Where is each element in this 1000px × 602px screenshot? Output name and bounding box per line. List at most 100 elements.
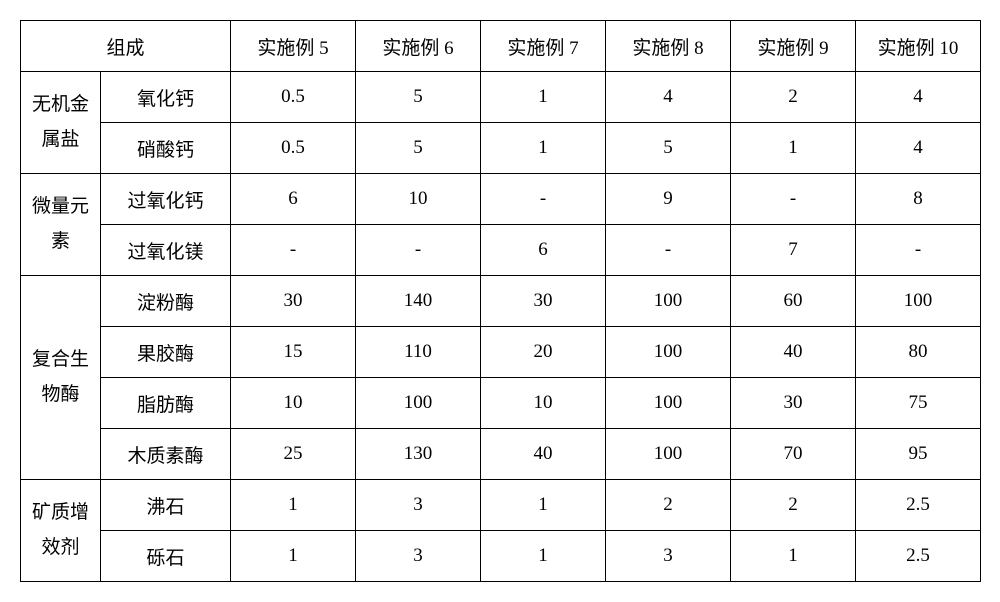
cell: 110 xyxy=(356,327,481,378)
row-label: 木质素酶 xyxy=(101,429,231,480)
cell: 10 xyxy=(356,174,481,225)
row-label: 果胶酶 xyxy=(101,327,231,378)
cell: 1 xyxy=(731,123,856,174)
row-label: 过氧化镁 xyxy=(101,225,231,276)
cell: 10 xyxy=(231,378,356,429)
header-col-5: 实施例 9 xyxy=(731,21,856,72)
header-composition: 组成 xyxy=(21,21,231,72)
cell: 1 xyxy=(731,531,856,582)
cell: 4 xyxy=(606,72,731,123)
group-label: 矿质增 效剂 xyxy=(21,480,101,582)
cell: 130 xyxy=(356,429,481,480)
cell: 100 xyxy=(356,378,481,429)
cell: 2.5 xyxy=(856,531,981,582)
row-label: 脂肪酶 xyxy=(101,378,231,429)
cell: 9 xyxy=(606,174,731,225)
cell: - xyxy=(731,174,856,225)
row-label: 氧化钙 xyxy=(101,72,231,123)
cell: 100 xyxy=(606,429,731,480)
cell: 5 xyxy=(356,123,481,174)
cell: 0.5 xyxy=(231,123,356,174)
table-row: 过氧化镁 - - 6 - 7 - xyxy=(21,225,981,276)
row-label: 过氧化钙 xyxy=(101,174,231,225)
group-label-line1: 微量元 xyxy=(32,196,89,217)
cell: - xyxy=(856,225,981,276)
table-row: 矿质增 效剂 沸石 1 3 1 2 2 2.5 xyxy=(21,480,981,531)
group-label: 无机金 属盐 xyxy=(21,72,101,174)
header-col-1: 实施例 5 xyxy=(231,21,356,72)
cell: 4 xyxy=(856,123,981,174)
cell: 1 xyxy=(481,72,606,123)
cell: 4 xyxy=(856,72,981,123)
group-label-line1: 矿质增 xyxy=(32,502,89,523)
header-col-2: 实施例 6 xyxy=(356,21,481,72)
cell: - xyxy=(231,225,356,276)
cell: 75 xyxy=(856,378,981,429)
group-label-line1: 复合生 xyxy=(32,349,89,370)
header-col-3: 实施例 7 xyxy=(481,21,606,72)
cell: 20 xyxy=(481,327,606,378)
cell: 5 xyxy=(356,72,481,123)
cell: 6 xyxy=(481,225,606,276)
cell: - xyxy=(606,225,731,276)
cell: 5 xyxy=(606,123,731,174)
row-label: 砾石 xyxy=(101,531,231,582)
header-col-6: 实施例 10 xyxy=(856,21,981,72)
cell: 1 xyxy=(481,531,606,582)
cell: 6 xyxy=(231,174,356,225)
cell: 3 xyxy=(356,531,481,582)
cell: 40 xyxy=(731,327,856,378)
table-row: 无机金 属盐 氧化钙 0.5 5 1 4 2 4 xyxy=(21,72,981,123)
cell: 15 xyxy=(231,327,356,378)
cell: 1 xyxy=(481,123,606,174)
row-label: 硝酸钙 xyxy=(101,123,231,174)
group-label: 微量元 素 xyxy=(21,174,101,276)
table-row: 木质素酶 25 130 40 100 70 95 xyxy=(21,429,981,480)
table-row: 微量元 素 过氧化钙 6 10 - 9 - 8 xyxy=(21,174,981,225)
group-label-line2: 属盐 xyxy=(41,129,79,150)
cell: 2 xyxy=(731,480,856,531)
cell: 7 xyxy=(731,225,856,276)
group-label-line1: 无机金 xyxy=(32,94,89,115)
cell: 60 xyxy=(731,276,856,327)
group-label-line2: 素 xyxy=(51,231,70,252)
group-label-line2: 物酶 xyxy=(41,384,79,405)
cell: 40 xyxy=(481,429,606,480)
table-row: 脂肪酶 10 100 10 100 30 75 xyxy=(21,378,981,429)
header-col-4: 实施例 8 xyxy=(606,21,731,72)
cell: 3 xyxy=(356,480,481,531)
cell: 25 xyxy=(231,429,356,480)
cell: 80 xyxy=(856,327,981,378)
cell: 30 xyxy=(481,276,606,327)
cell: 8 xyxy=(856,174,981,225)
cell: 2.5 xyxy=(856,480,981,531)
group-label-line2: 效剂 xyxy=(41,537,79,558)
cell: 100 xyxy=(856,276,981,327)
table-row: 硝酸钙 0.5 5 1 5 1 4 xyxy=(21,123,981,174)
header-row: 组成 实施例 5 实施例 6 实施例 7 实施例 8 实施例 9 实施例 10 xyxy=(21,21,981,72)
row-label: 淀粉酶 xyxy=(101,276,231,327)
cell: 1 xyxy=(231,480,356,531)
cell: 100 xyxy=(606,327,731,378)
group-label: 复合生 物酶 xyxy=(21,276,101,480)
cell: 10 xyxy=(481,378,606,429)
cell: 30 xyxy=(731,378,856,429)
cell: 1 xyxy=(231,531,356,582)
cell: - xyxy=(356,225,481,276)
composition-table: 组成 实施例 5 实施例 6 实施例 7 实施例 8 实施例 9 实施例 10 … xyxy=(20,20,981,582)
cell: 0.5 xyxy=(231,72,356,123)
table-row: 砾石 1 3 1 3 1 2.5 xyxy=(21,531,981,582)
cell: 1 xyxy=(481,480,606,531)
cell: 2 xyxy=(731,72,856,123)
cell: 100 xyxy=(606,276,731,327)
table-row: 复合生 物酶 淀粉酶 30 140 30 100 60 100 xyxy=(21,276,981,327)
cell: 100 xyxy=(606,378,731,429)
cell: 3 xyxy=(606,531,731,582)
cell: 2 xyxy=(606,480,731,531)
cell: 140 xyxy=(356,276,481,327)
cell: - xyxy=(481,174,606,225)
row-label: 沸石 xyxy=(101,480,231,531)
cell: 95 xyxy=(856,429,981,480)
cell: 30 xyxy=(231,276,356,327)
table-row: 果胶酶 15 110 20 100 40 80 xyxy=(21,327,981,378)
